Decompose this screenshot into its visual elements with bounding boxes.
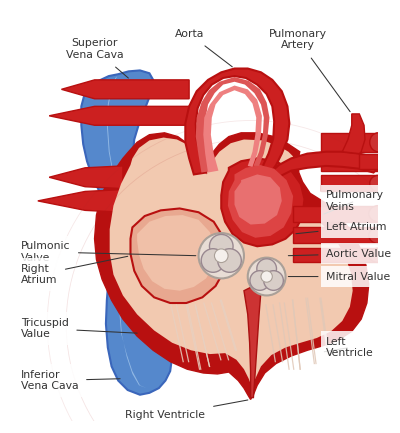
Polygon shape (130, 208, 227, 303)
Ellipse shape (369, 227, 388, 243)
Polygon shape (293, 206, 378, 222)
Text: Aorta: Aorta (174, 29, 232, 67)
Circle shape (264, 271, 283, 291)
Circle shape (214, 249, 228, 262)
Polygon shape (342, 114, 365, 154)
Polygon shape (234, 174, 282, 225)
Polygon shape (359, 154, 378, 169)
Text: Right
Atrium: Right Atrium (21, 256, 128, 285)
Text: Left Atrium: Left Atrium (296, 223, 387, 234)
Polygon shape (81, 71, 172, 395)
Text: Pulmonary
Veins: Pulmonary Veins (324, 190, 384, 214)
Text: Tricuspid
Value: Tricuspid Value (21, 318, 137, 339)
Polygon shape (322, 133, 378, 152)
Text: Aortic Value: Aortic Value (288, 249, 391, 259)
Text: Left
Ventricle: Left Ventricle (324, 337, 374, 358)
Polygon shape (49, 166, 123, 189)
Text: Pulmonic
Valve: Pulmonic Valve (21, 241, 196, 263)
Polygon shape (38, 190, 123, 212)
Polygon shape (244, 286, 261, 397)
Polygon shape (293, 227, 378, 243)
Polygon shape (137, 215, 216, 291)
Ellipse shape (370, 175, 387, 191)
Circle shape (248, 258, 286, 295)
Polygon shape (221, 158, 304, 246)
Polygon shape (49, 107, 189, 125)
Circle shape (218, 249, 241, 272)
Circle shape (261, 271, 272, 282)
Circle shape (198, 233, 244, 278)
Circle shape (201, 249, 225, 272)
Polygon shape (322, 175, 378, 191)
Ellipse shape (370, 155, 387, 171)
Text: Inferior
Vena Cava: Inferior Vena Cava (21, 370, 120, 391)
Polygon shape (185, 68, 289, 174)
Polygon shape (107, 76, 146, 388)
Circle shape (257, 259, 276, 278)
Polygon shape (270, 152, 378, 182)
Text: Pulmonary
Artery: Pulmonary Artery (269, 29, 350, 112)
Polygon shape (196, 77, 270, 172)
Polygon shape (293, 248, 378, 262)
Ellipse shape (369, 206, 388, 222)
Circle shape (250, 271, 270, 291)
Polygon shape (228, 165, 293, 238)
Circle shape (210, 234, 233, 258)
Ellipse shape (370, 133, 387, 152)
Polygon shape (110, 138, 353, 386)
Text: Mitral Value: Mitral Value (288, 271, 390, 281)
Polygon shape (322, 155, 378, 171)
Ellipse shape (369, 248, 388, 262)
Polygon shape (94, 133, 369, 400)
Text: Superior
Vena Cava: Superior Vena Cava (66, 38, 128, 78)
Polygon shape (62, 80, 189, 99)
Text: Right Ventricle: Right Ventricle (126, 400, 248, 420)
Polygon shape (203, 86, 262, 172)
